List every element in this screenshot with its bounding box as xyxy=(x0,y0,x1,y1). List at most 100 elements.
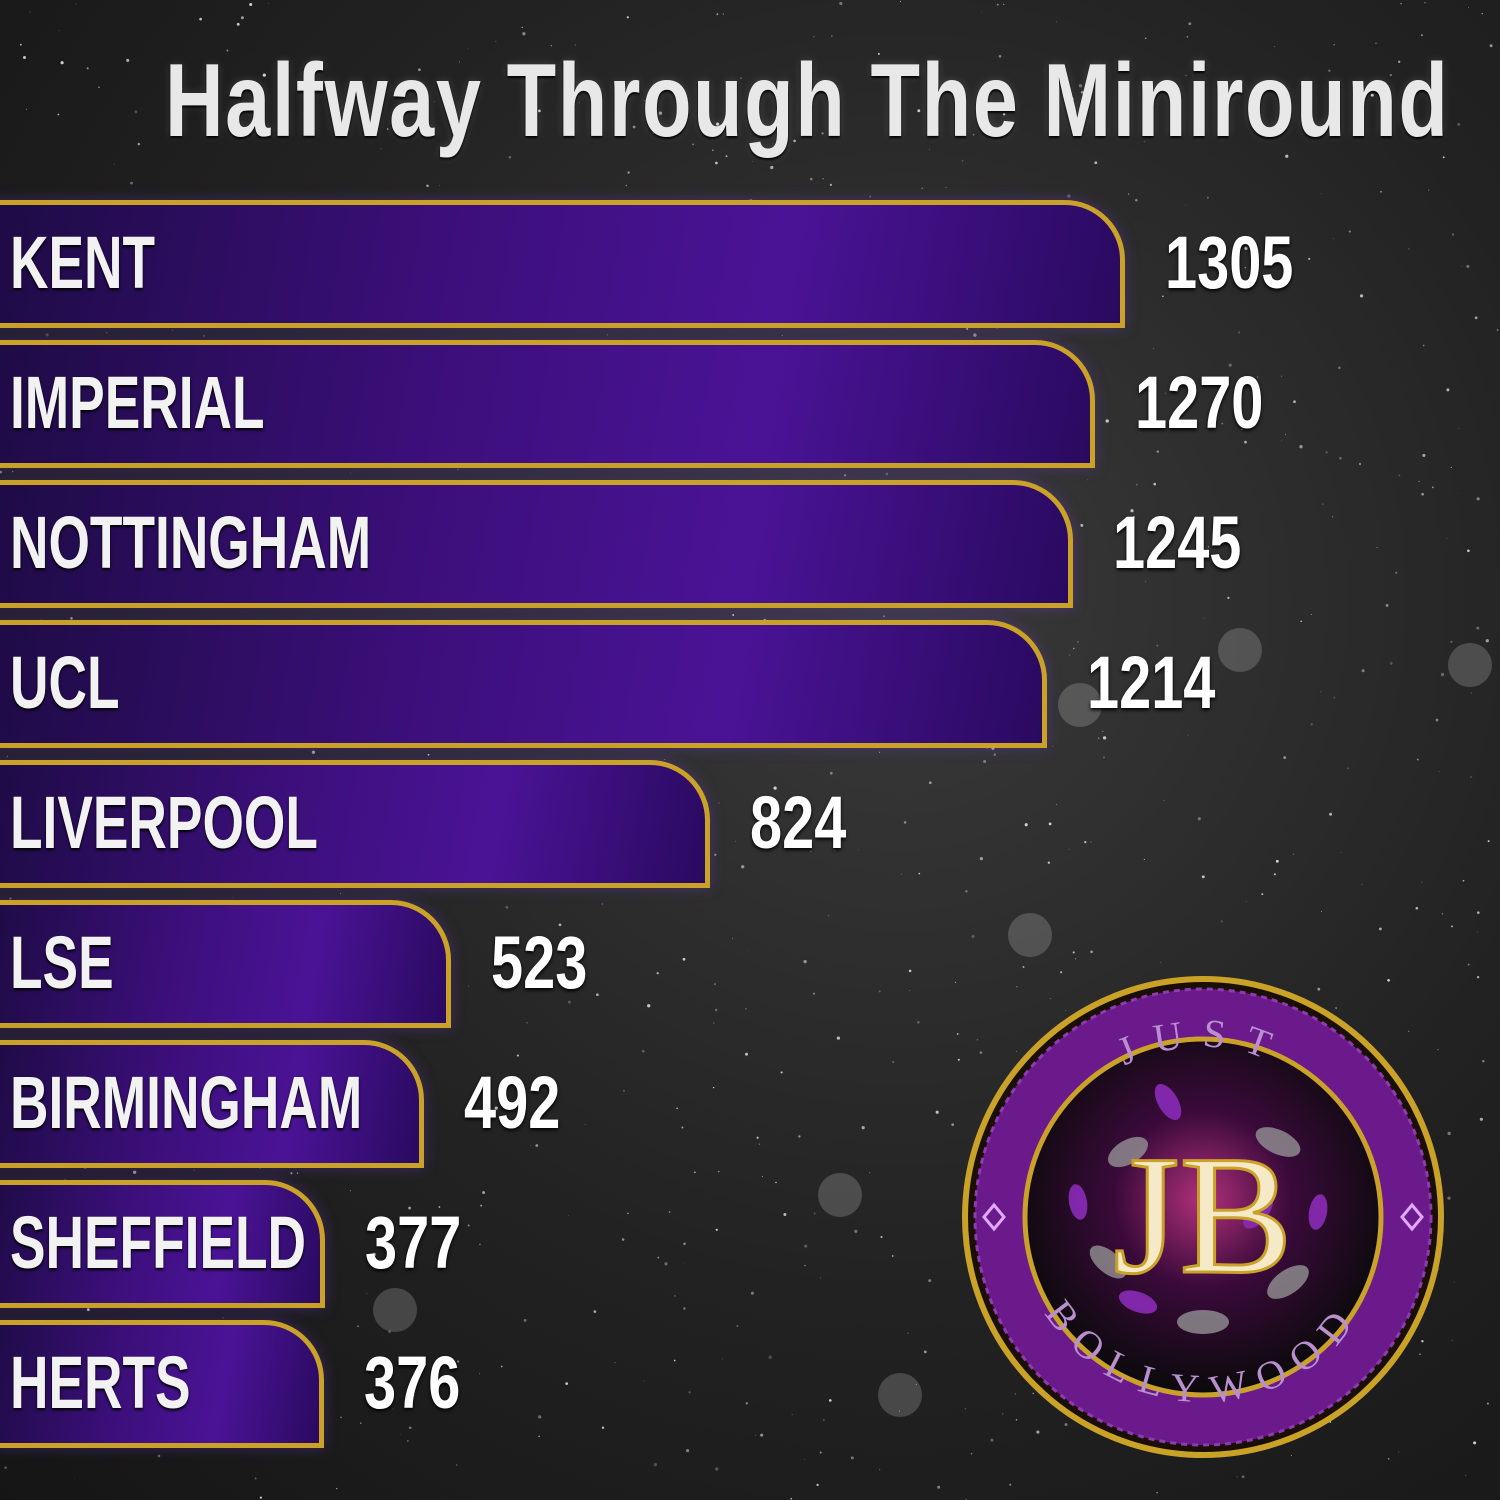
star-speck xyxy=(1422,453,1426,457)
star-speck xyxy=(993,753,996,756)
star-speck xyxy=(75,3,77,5)
star-speck xyxy=(758,1143,761,1145)
star-speck xyxy=(1238,331,1241,334)
star-speck xyxy=(157,1454,161,1458)
star-speck xyxy=(1197,817,1201,821)
star-speck xyxy=(584,1123,586,1125)
star-speck xyxy=(981,11,982,12)
bar-value-label: 377 xyxy=(365,1201,462,1284)
star-speck xyxy=(1389,662,1393,665)
star-speck xyxy=(606,333,609,336)
star-speck xyxy=(1102,730,1104,733)
star-speck xyxy=(86,67,89,70)
star-speck xyxy=(1077,641,1079,643)
star-speck xyxy=(596,993,599,997)
star-speck xyxy=(621,1238,625,1241)
star-speck xyxy=(516,1054,519,1057)
star-speck xyxy=(1329,812,1333,816)
star-speck xyxy=(456,1360,460,1363)
star-speck xyxy=(1300,620,1303,623)
star-speck xyxy=(747,950,749,952)
star-speck xyxy=(965,1498,967,1500)
star-speck xyxy=(793,139,796,143)
star-speck xyxy=(869,195,872,198)
star-speck xyxy=(1339,456,1342,460)
bar-category-label: HERTS xyxy=(10,1341,191,1424)
star-speck xyxy=(1241,428,1243,431)
star-speck xyxy=(804,1459,805,1460)
star-speck xyxy=(1447,1131,1451,1136)
star-speck xyxy=(1135,198,1138,202)
star-speck xyxy=(505,905,509,909)
star-speck xyxy=(508,155,512,159)
star-speck xyxy=(1482,1059,1485,1063)
star-speck xyxy=(1408,248,1410,250)
bar xyxy=(0,1320,324,1448)
star-speck xyxy=(1143,858,1145,860)
star-speck xyxy=(357,1325,359,1328)
star-speck xyxy=(780,1071,783,1074)
star-speck xyxy=(126,58,130,62)
star-speck xyxy=(240,16,244,20)
star-speck xyxy=(664,759,666,761)
star-speck xyxy=(1086,479,1088,481)
star-speck xyxy=(60,61,64,65)
star-speck xyxy=(1133,561,1135,563)
star-speck xyxy=(644,100,646,102)
star-speck xyxy=(715,161,718,165)
star-speck xyxy=(1322,503,1324,505)
star-speck xyxy=(850,1456,854,1460)
star-speck xyxy=(1477,911,1480,914)
star-speck xyxy=(804,1244,808,1248)
star-speck xyxy=(909,989,910,991)
star-speck xyxy=(1073,647,1075,650)
star-speck xyxy=(408,1206,412,1210)
star-speck xyxy=(1378,927,1382,931)
star-speck xyxy=(673,1294,676,1297)
star-speck xyxy=(935,128,937,131)
star-speck xyxy=(1424,2,1426,4)
star-speck xyxy=(1280,375,1283,377)
star-speck xyxy=(1207,196,1209,199)
star-speck xyxy=(935,1110,939,1114)
star-speck xyxy=(892,1060,895,1064)
star-speck xyxy=(439,184,440,186)
star-speck xyxy=(1457,122,1461,126)
star-speck xyxy=(918,872,921,875)
star-speck xyxy=(1102,736,1107,740)
star-speck xyxy=(996,3,999,6)
star-speck xyxy=(1065,1010,1067,1012)
star-speck xyxy=(736,1324,739,1328)
star-speck xyxy=(1450,640,1453,644)
star-speck xyxy=(1047,861,1050,864)
star-speck xyxy=(1274,46,1275,48)
star-speck xyxy=(12,471,14,473)
star-speck xyxy=(247,81,250,84)
star-speck xyxy=(962,160,964,162)
star-speck xyxy=(647,1004,651,1008)
star-speck xyxy=(682,957,686,961)
star-speck xyxy=(1285,154,1289,158)
star-speck xyxy=(479,1373,481,1375)
star-speck xyxy=(1451,1339,1453,1341)
star-speck xyxy=(495,40,497,42)
star-speck xyxy=(908,969,912,973)
star-speck xyxy=(535,1144,539,1147)
star-speck xyxy=(828,1399,832,1402)
star-speck xyxy=(252,55,254,57)
star-speck xyxy=(653,1462,658,1467)
star-speck xyxy=(1486,1402,1489,1405)
star-speck xyxy=(1348,230,1351,233)
bar-category-label: SHEFFIELD xyxy=(10,1201,307,1284)
star-speck xyxy=(1421,34,1423,37)
bar xyxy=(0,760,710,888)
bar xyxy=(0,200,1125,328)
star-speck xyxy=(1185,74,1187,77)
star-speck xyxy=(831,35,833,37)
star-speck xyxy=(1476,497,1480,501)
star-speck xyxy=(810,850,812,853)
star-speck xyxy=(4,1466,7,1469)
star-speck xyxy=(725,155,728,158)
star-speck xyxy=(1162,295,1164,298)
star-speck xyxy=(803,959,807,964)
